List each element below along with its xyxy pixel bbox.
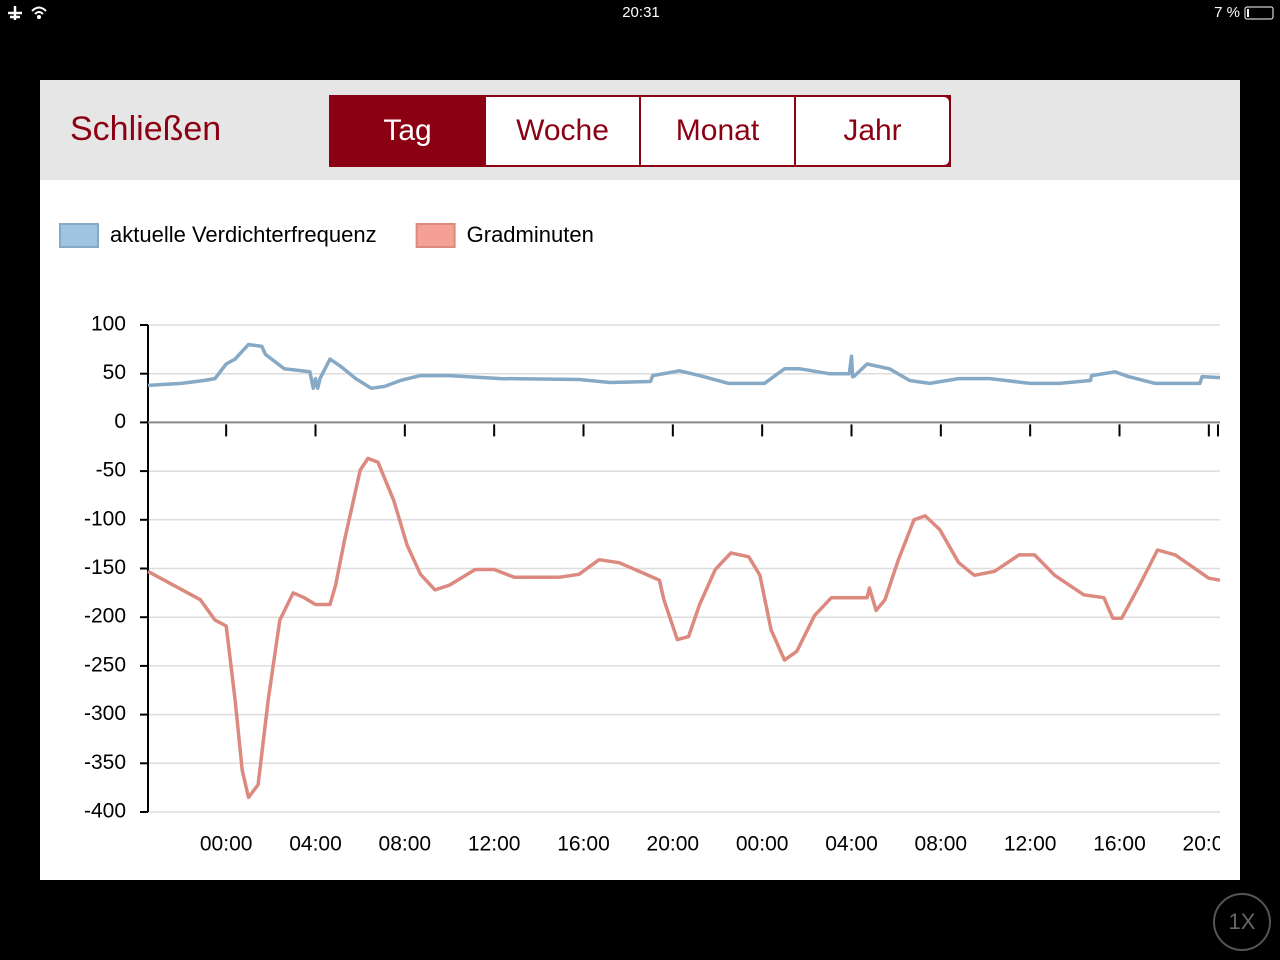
- x-tick-label: 12:00: [1004, 833, 1057, 856]
- airplane-icon: [8, 6, 22, 20]
- tab-label: Monat: [676, 114, 760, 147]
- series-line: [147, 456, 1221, 800]
- x-tick-label: 08:00: [379, 833, 432, 856]
- y-tick-label: -50: [96, 459, 126, 482]
- battery-icon: [1244, 6, 1274, 20]
- y-tick-label: -250: [84, 653, 126, 676]
- zoom-button[interactable]: [1213, 893, 1271, 951]
- x-tick-label: 20:00: [647, 833, 700, 856]
- close-button[interactable]: Schließen: [70, 110, 221, 148]
- wifi-dot: [37, 15, 41, 19]
- y-tick-label: -150: [84, 556, 126, 579]
- tab-label: Tag: [383, 114, 431, 147]
- battery-text: 7 %: [1214, 4, 1240, 21]
- tab[interactable]: [329, 95, 486, 167]
- zoom-label: 1X: [1229, 909, 1256, 934]
- tab-label: Woche: [516, 114, 609, 147]
- y-tick-label: -300: [84, 702, 126, 725]
- y-tick-label: -100: [84, 507, 126, 530]
- x-tick-label: 20:00: [1183, 833, 1236, 856]
- legend-swatch: [415, 223, 456, 248]
- tab-label: Jahr: [843, 114, 901, 147]
- x-tick-label: 04:00: [825, 833, 878, 856]
- series-line: [147, 342, 1221, 391]
- y-tick-label: 100: [91, 313, 126, 336]
- tab-group-border: [329, 95, 951, 167]
- x-tick-label: 08:00: [915, 833, 968, 856]
- legend-swatch: [59, 223, 99, 248]
- status-time: 20:31: [622, 4, 660, 21]
- y-tick-label: 0: [114, 410, 126, 433]
- panel: [40, 80, 1240, 880]
- y-tick-label: -400: [84, 800, 126, 823]
- x-tick-label: 16:00: [557, 833, 610, 856]
- wifi-icon: [31, 6, 47, 15]
- battery-level: [1247, 9, 1249, 17]
- y-tick-label: -350: [84, 751, 126, 774]
- tab[interactable]: [639, 95, 796, 167]
- x-tick-label: 00:00: [736, 833, 789, 856]
- x-tick-label: 12:00: [468, 833, 521, 856]
- y-tick-label: -200: [84, 605, 126, 628]
- x-tick-label: 00:00: [200, 833, 253, 856]
- y-tick-label: 50: [103, 361, 126, 384]
- legend-label: aktuelle Verdichterfrequenz: [110, 222, 377, 247]
- x-tick-label: 16:00: [1093, 833, 1146, 856]
- x-tick-label: 04:00: [289, 833, 342, 856]
- x-ticks: 00:00 04:00 08:00 12:00 16:00 20:00 00:00 04:00…: [200, 424, 1236, 856]
- legend-label: Gradminuten: [467, 222, 594, 247]
